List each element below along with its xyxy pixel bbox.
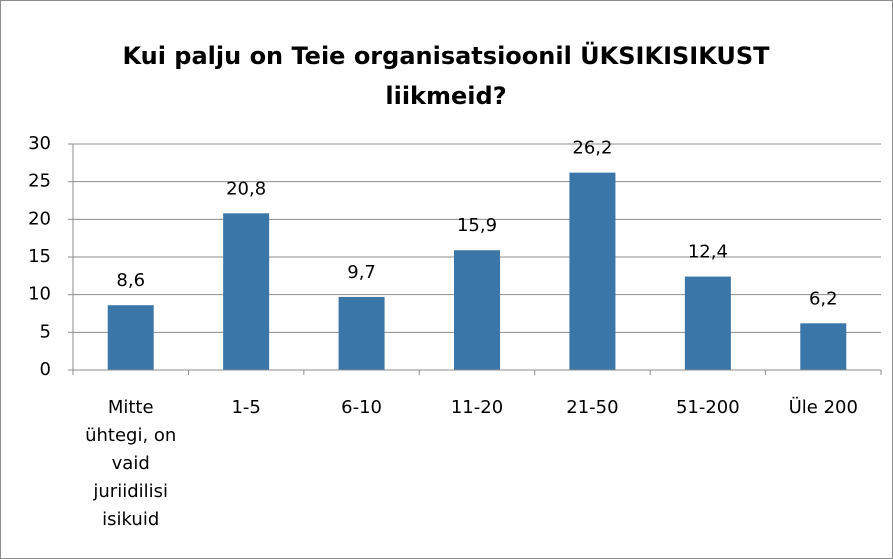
x-tick-label: Mitte ühtegi, on vaid juriidilisi isikui… [85,397,177,530]
x-tick-label: Üle 200 [788,397,858,418]
y-tick-label: 0 [40,359,51,380]
y-tick-label: 20 [28,208,51,229]
value-label: 15,9 [457,215,497,236]
x-tick-label: 51-200 [675,397,740,418]
bar [223,213,270,370]
y-tick-label: 10 [28,284,51,305]
bar [569,172,616,370]
y-tick-label: 25 [28,171,51,192]
x-tick-label: 1-5 [231,397,261,418]
x-tick-label: 6-10 [341,397,382,418]
chart-title: Kui palju on Teie organisatsioonil ÜKSIK… [122,42,770,110]
x-tick-label: 21-50 [566,397,619,418]
value-label: 26,2 [572,138,612,159]
y-tick-label: 30 [28,133,51,154]
y-tick-label: 15 [28,246,51,267]
bar [454,250,500,370]
x-tick-label: 11-20 [450,397,504,418]
bar [107,305,154,370]
bar [338,296,385,370]
bar [800,323,847,370]
value-label: 6,2 [809,288,838,309]
value-label: 8,6 [116,270,145,291]
y-tick-label: 5 [40,321,51,342]
value-label: 12,4 [688,242,728,263]
value-label: 20,8 [226,178,266,199]
bar [684,276,731,370]
value-label: 9,7 [347,262,376,283]
